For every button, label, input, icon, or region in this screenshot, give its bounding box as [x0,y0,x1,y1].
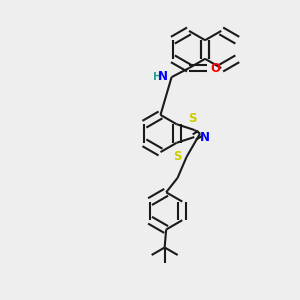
Text: S: S [174,150,182,164]
Text: O: O [210,61,220,75]
Text: N: N [158,70,168,83]
Text: S: S [188,112,197,125]
Text: N: N [200,131,210,144]
Text: H: H [153,71,162,82]
